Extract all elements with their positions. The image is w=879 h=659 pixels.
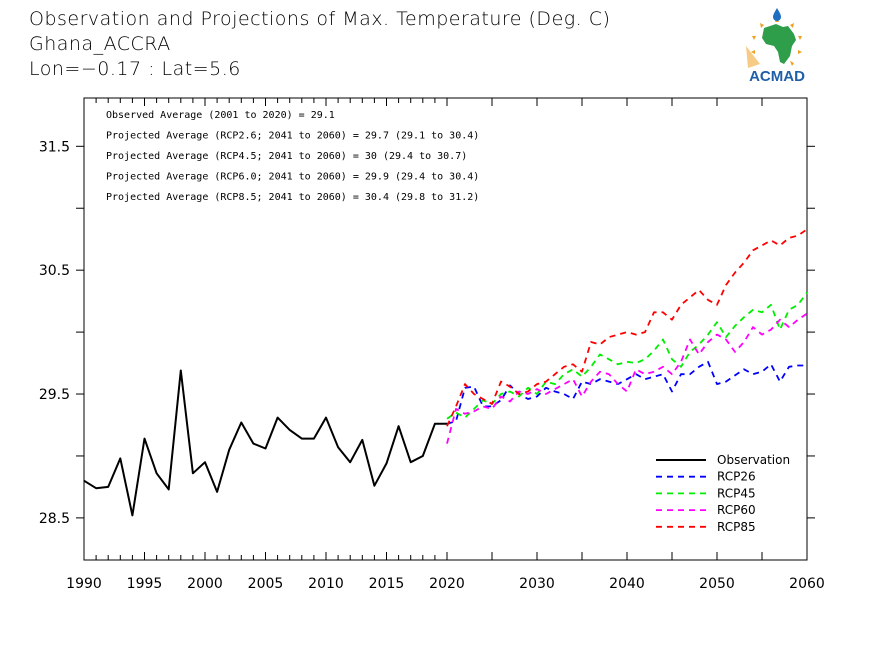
legend-label-rcp60: RCP60 <box>717 503 756 517</box>
annotations: Observed Average (2001 to 2020) = 29.1 Pr… <box>106 110 479 203</box>
axis-ticks <box>76 98 815 560</box>
series-line-rcp26 <box>446 360 807 425</box>
x-tick-label: 2020 <box>429 576 465 592</box>
series-line-rcp45 <box>446 291 808 420</box>
x-tick-label: 2040 <box>609 576 645 592</box>
axis-tick-labels: 28.5 29.5 30.5 31.5 1990 1995 2000 2005 2010 2015… <box>39 139 825 592</box>
y-tick-label: 30.5 <box>39 263 70 279</box>
y-tick-label: 31.5 <box>39 139 70 155</box>
location-name: Ghana_ACCRA <box>29 33 171 55</box>
annotation-text: Projected Average (RCP2.6; 2041 to 2060)… <box>106 131 479 142</box>
acmad-logo: ACMAD <box>746 8 805 84</box>
series-line-rcp85 <box>446 228 808 427</box>
water-drop-icon <box>773 8 781 21</box>
plot-frame <box>83 97 808 561</box>
x-tick-label: 1990 <box>66 576 102 592</box>
x-tick-label: 2000 <box>187 576 223 592</box>
series-line-rcp60 <box>446 312 808 444</box>
series-line-observation <box>83 369 447 517</box>
y-tick-label: 28.5 <box>39 511 70 527</box>
annotation-text: Projected Average (RCP8.5; 2041 to 2060)… <box>106 192 479 203</box>
annotation-text: Projected Average (RCP4.5; 2041 to 2060)… <box>106 151 467 162</box>
location-coords: Lon=−0.17 : Lat=5.6 <box>29 58 241 80</box>
chart-title: Observation and Projections of Max. Temp… <box>29 8 611 30</box>
series-lines <box>83 228 808 517</box>
logo-text: ACMAD <box>749 68 805 84</box>
annotation-text: Observed Average (2001 to 2020) = 29.1 <box>106 110 335 121</box>
x-tick-label: 2015 <box>369 576 405 592</box>
x-tick-label: 2060 <box>789 576 825 592</box>
x-tick-label: 2030 <box>519 576 555 592</box>
x-tick-label: 1995 <box>127 576 163 592</box>
africa-map-icon <box>762 24 796 64</box>
legend-label-observation: Observation <box>717 453 790 467</box>
legend-label-rcp85: RCP85 <box>717 520 756 534</box>
annotation-text: Projected Average (RCP6.0; 2041 to 2060)… <box>106 172 479 183</box>
y-tick-label: 29.5 <box>39 387 70 403</box>
legend-label-rcp26: RCP26 <box>717 470 756 484</box>
legend: Observation RCP26 RCP45 RCP60 RCP85 <box>656 453 790 534</box>
x-tick-label: 2050 <box>699 576 735 592</box>
legend-label-rcp45: RCP45 <box>717 486 756 500</box>
x-tick-label: 2005 <box>248 576 284 592</box>
x-tick-label: 2010 <box>308 576 344 592</box>
